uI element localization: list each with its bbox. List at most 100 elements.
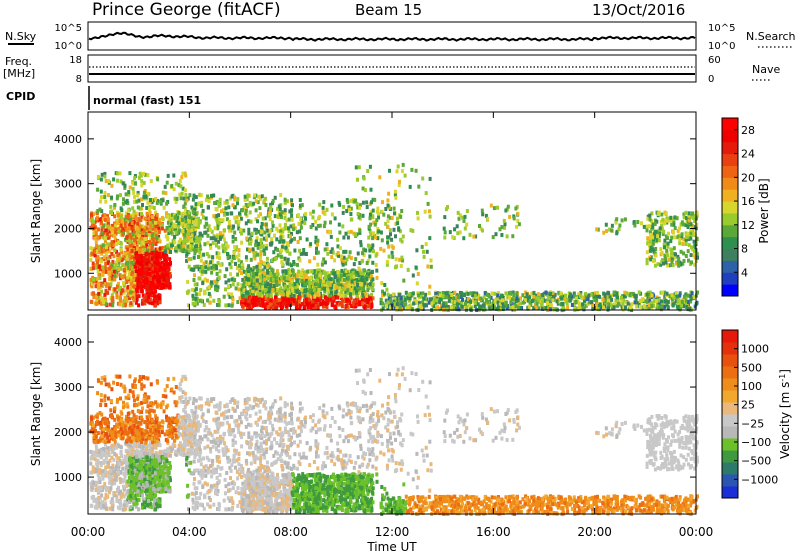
echo-cell xyxy=(175,230,178,234)
echo-cell xyxy=(146,173,149,177)
echo-cell xyxy=(366,261,369,265)
echo-cell xyxy=(511,234,514,238)
echo-cell xyxy=(151,251,154,255)
echo-cell xyxy=(291,289,294,293)
echo-cell xyxy=(100,195,103,199)
echo-cell xyxy=(101,231,104,235)
echo-cell xyxy=(204,270,207,274)
echo-cell xyxy=(310,225,313,229)
echo-cell xyxy=(376,276,379,280)
echo-cell xyxy=(457,294,460,298)
echo-cell xyxy=(270,298,273,302)
echo-cell xyxy=(137,206,140,210)
echo-cell xyxy=(392,293,395,297)
echo-cell xyxy=(140,237,143,241)
echo-cell xyxy=(691,291,694,295)
echo-cell xyxy=(212,241,215,245)
echo-cell xyxy=(508,295,511,299)
echo-cell xyxy=(186,280,189,284)
echo-cell xyxy=(122,275,125,279)
echo-cell xyxy=(417,185,420,189)
echo-cell xyxy=(252,247,255,251)
echo-cell xyxy=(174,246,177,250)
echo-cell xyxy=(564,294,567,298)
echo-cell xyxy=(103,278,106,282)
echo-cell xyxy=(552,307,555,311)
echo-cell xyxy=(184,188,187,192)
echo-cell xyxy=(187,232,190,236)
echo-cell xyxy=(218,303,221,307)
echo-cell xyxy=(251,299,254,303)
echo-cell xyxy=(166,255,169,259)
echo-cell xyxy=(296,230,299,234)
echo-cell xyxy=(90,212,93,216)
echo-cell xyxy=(278,280,281,284)
echo-cell xyxy=(253,254,256,258)
echo-cell xyxy=(402,235,405,239)
echo-cell xyxy=(549,303,552,307)
echo-cell xyxy=(100,178,103,182)
echo-cell xyxy=(396,169,399,173)
echo-cell xyxy=(361,260,364,264)
echo-cell xyxy=(226,212,229,216)
echo-cell xyxy=(446,205,449,209)
echo-cell xyxy=(578,301,581,305)
echo-cell xyxy=(117,213,120,217)
echo-cell xyxy=(192,302,195,306)
echo-cell xyxy=(270,237,273,241)
echo-cell xyxy=(366,205,369,209)
echo-cell xyxy=(247,273,250,277)
echo-cell xyxy=(667,300,670,304)
echo-cell xyxy=(107,217,110,221)
echo-cell xyxy=(110,184,113,188)
echo-cell xyxy=(517,306,520,310)
echo-cell xyxy=(469,307,472,311)
echo-cell xyxy=(358,215,361,219)
echo-cell xyxy=(330,235,333,239)
echo-cell xyxy=(209,246,212,250)
echo-cell xyxy=(296,263,299,267)
echo-cell xyxy=(245,255,248,259)
echo-cell xyxy=(272,224,275,228)
echo-cell xyxy=(105,289,108,293)
echo-cell xyxy=(445,301,448,305)
echo-cell xyxy=(117,258,120,262)
echo-cell xyxy=(358,206,361,210)
echo-cell xyxy=(131,267,134,271)
echo-cell xyxy=(362,287,365,291)
echo-cell xyxy=(238,220,241,224)
echo-cell xyxy=(104,262,107,266)
echo-cell xyxy=(198,292,201,296)
echo-cell xyxy=(690,253,693,257)
echo-cell xyxy=(324,212,327,216)
echo-cell xyxy=(430,259,433,263)
echo-cell xyxy=(372,231,375,235)
echo-cell xyxy=(507,205,510,209)
echo-cell xyxy=(293,282,296,286)
echo-cell xyxy=(112,177,115,181)
echo-cell xyxy=(602,306,605,310)
echo-cell xyxy=(210,271,213,275)
echo-cell xyxy=(138,250,141,254)
echo-cell xyxy=(369,213,372,217)
echo-cell xyxy=(130,261,133,265)
echo-cell xyxy=(103,195,106,199)
echo-cell xyxy=(316,239,319,243)
echo-cell xyxy=(333,275,336,279)
echo-cell xyxy=(116,179,119,183)
echo-cell xyxy=(566,305,569,309)
echo-cell xyxy=(233,256,236,260)
echo-cell xyxy=(500,225,503,229)
echo-cell xyxy=(593,298,596,302)
echo-cell xyxy=(306,238,309,242)
echo-cell xyxy=(188,193,191,197)
echo-cell xyxy=(204,225,207,229)
echo-cell xyxy=(293,294,296,298)
cpid-text: normal (fast) 151 xyxy=(93,94,201,107)
echo-cell xyxy=(292,260,295,264)
echo-cell xyxy=(242,294,245,298)
echo-cell xyxy=(461,305,464,309)
echo-cell xyxy=(188,265,191,269)
echo-cell xyxy=(283,227,286,231)
echo-cell xyxy=(149,198,152,202)
